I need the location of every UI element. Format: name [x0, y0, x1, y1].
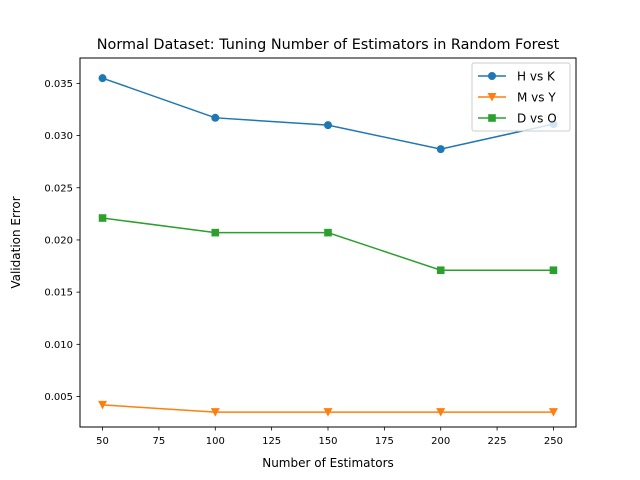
data-point	[324, 228, 332, 237]
plot-frame	[79, 57, 577, 428]
legend-label: M vs Y	[517, 91, 556, 105]
legend-entry-d-vs-o: D vs O	[478, 112, 557, 126]
data-point	[211, 113, 220, 122]
y-tick-label: 0.035	[44, 79, 73, 90]
data-point	[549, 266, 558, 275]
legend-marker	[488, 72, 496, 80]
data-point	[211, 228, 220, 237]
data-point	[98, 74, 107, 83]
x-tick-label: 125	[262, 436, 281, 447]
y-tick-label: 0.010	[44, 340, 73, 351]
legend-entry-h-vs-k: H vs K	[478, 70, 556, 84]
data-point	[436, 408, 446, 417]
y-tick-label: 0.025	[44, 183, 73, 194]
legend-frame	[471, 62, 571, 132]
legend-marker	[487, 93, 497, 102]
x-tick-label: 75	[153, 436, 166, 447]
y-tick-label: 0.005	[44, 392, 73, 403]
series-m-vs-y	[98, 400, 558, 417]
data-point	[436, 145, 445, 154]
data-point	[98, 400, 108, 410]
legend-entry-m-vs-y: M vs Y	[478, 91, 556, 105]
legend-label: D vs O	[517, 112, 557, 126]
series-d-vs-o	[98, 214, 558, 275]
x-tick-label: 200	[431, 436, 450, 447]
data-point	[323, 408, 333, 417]
y-axis-label: Validation Error	[9, 196, 23, 288]
x-tick-label: 150	[318, 436, 337, 447]
x-tick-label: 225	[488, 436, 507, 447]
x-axis-label: Number of Estimators	[262, 456, 394, 470]
x-tick-label: 50	[96, 436, 109, 447]
data-point	[210, 408, 220, 417]
chart-title: Normal Dataset: Tuning Number of Estimat…	[97, 37, 560, 53]
data-point	[548, 408, 558, 417]
legend-label: H vs K	[517, 70, 556, 84]
x-axis-ticks: 50 75 100 125 150 175 200 225 250	[96, 427, 563, 447]
y-tick-label: 0.030	[44, 131, 73, 142]
x-tick-label: 250	[544, 436, 563, 447]
legend: H vs K M vs Y D vs O	[471, 62, 571, 132]
x-tick-label: 175	[375, 436, 394, 447]
y-axis-ticks: 0.005 0.010 0.015 0.020 0.025 0.030 0.035	[44, 79, 80, 403]
y-tick-label: 0.020	[44, 235, 73, 246]
x-tick-label: 100	[206, 436, 225, 447]
legend-marker	[488, 114, 496, 122]
y-tick-label: 0.015	[44, 288, 73, 299]
data-point	[436, 266, 445, 275]
data-point	[98, 214, 107, 222]
data-point	[324, 121, 332, 130]
series-line	[102, 217, 554, 271]
